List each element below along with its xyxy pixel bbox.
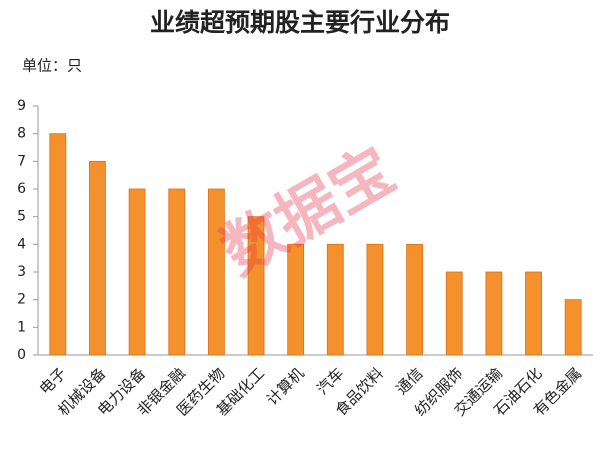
bar: [525, 271, 542, 356]
chart-title: 业绩超预期股主要行业分布: [150, 8, 450, 37]
x-tick-label: 电子: [36, 364, 70, 398]
bar: [445, 271, 463, 356]
bar: [49, 133, 67, 356]
bar: [406, 243, 424, 356]
x-tick-label: 汽车: [313, 364, 347, 398]
chart-subtitle: 单位：只: [22, 57, 82, 75]
bar: [287, 243, 305, 356]
y-tick-label: 1: [17, 319, 26, 335]
y-tick-label: 9: [17, 98, 26, 114]
bar: [564, 299, 582, 356]
bar: [168, 188, 186, 356]
bar: [89, 160, 106, 356]
x-tick-label: 通信: [393, 364, 427, 398]
y-tick-label: 5: [17, 209, 26, 225]
y-tick-label: 6: [17, 181, 26, 197]
bar: [247, 216, 265, 356]
bar: [485, 271, 503, 356]
x-tick-label: 计算机: [263, 364, 308, 409]
y-tick-label: 3: [17, 264, 26, 280]
bar: [128, 188, 146, 356]
bar: [366, 243, 384, 356]
y-tick-label: 2: [17, 292, 26, 308]
bar: [326, 243, 344, 356]
y-tick-label: 7: [17, 153, 26, 169]
y-tick-label: 4: [17, 236, 26, 252]
y-tick-label: 8: [17, 126, 26, 142]
bar: [207, 188, 225, 356]
y-tick-label: 0: [17, 347, 26, 363]
